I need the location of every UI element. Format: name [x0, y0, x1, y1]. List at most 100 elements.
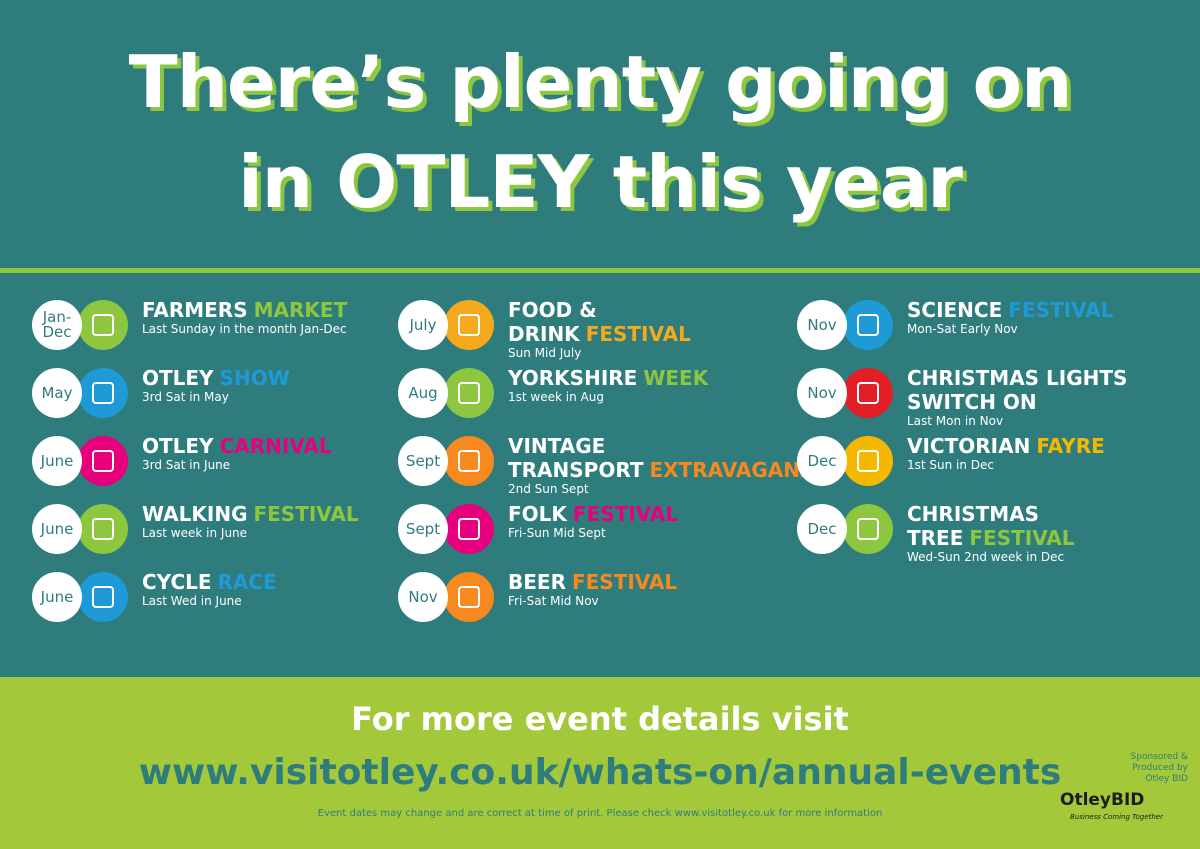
detail: Sun Mid July: [508, 346, 582, 360]
event: July FOOD & DRINK FESTIVAL Sun Mid July: [398, 298, 778, 368]
logo: OtleyBID: [1060, 790, 1145, 810]
name: CHRISTMAS TREE: [907, 502, 1040, 550]
event-text: OTLEY SHOW 3rd Sat in May: [142, 366, 417, 405]
name: YORKSHIRE: [508, 366, 638, 390]
event-icon: [78, 436, 128, 486]
event-name: CYCLE RACE: [142, 570, 417, 594]
note: Event dates may change and are correct a…: [317, 808, 883, 819]
event-icon: [444, 572, 494, 622]
event-icon: [78, 504, 128, 554]
month: June: [32, 504, 82, 554]
accent: RACE: [217, 570, 277, 594]
event-name: SCIENCE FESTIVAL: [907, 298, 1182, 322]
name: SCIENCE: [907, 298, 1003, 322]
name: WALKING: [142, 502, 248, 526]
accent: SHOW: [219, 366, 290, 390]
name: FARMERS: [142, 298, 248, 322]
event-text: SCIENCE FESTIVAL Mon-Sat Early Nov: [907, 298, 1182, 337]
month: Aug: [398, 368, 448, 418]
event: Nov BEER FESTIVAL Fri-Sat Mid Nov: [398, 570, 778, 640]
event: Nov CHRISTMAS LIGHTS SWITCH ON Last Mon in…: [797, 366, 1177, 436]
event: Dec VICTORIAN FAYRE 1st Sun in Dec: [797, 434, 1177, 504]
event-name: FOOD & DRINK FESTIVAL: [508, 298, 783, 346]
event-name: VINTAGE TRANSPORT EXTRAVAGANZA: [508, 434, 830, 482]
tagline: Business Coming Together: [1070, 813, 1163, 821]
accent: FESTIVAL: [572, 502, 679, 526]
event-text: YORKSHIRE WEEK 1st week in Aug: [508, 366, 783, 405]
event: June CYCLE RACE Last Wed in June: [32, 570, 412, 640]
event-icon: [843, 368, 893, 418]
month: June: [32, 572, 82, 622]
name: OTLEY: [142, 366, 214, 390]
event-name: BEER FESTIVAL: [508, 570, 783, 594]
detail: Last week in June: [142, 526, 248, 540]
accent: CARNIVAL: [219, 434, 332, 458]
event-column: Jan-Dec FARMERS MARKET Last Sunday in the m…: [32, 298, 412, 640]
event-name: OTLEY SHOW: [142, 366, 417, 390]
event-icon: [444, 436, 494, 486]
detail: 3rd Sat in May: [142, 390, 229, 404]
event-column: Nov SCIENCE FESTIVAL Mon-Sat Early Nov Nov CH…: [797, 298, 1177, 572]
event-icon: [444, 504, 494, 554]
detail: Wed-Sun 2nd week in Dec: [907, 550, 1065, 564]
accent: FESTIVAL: [969, 526, 1075, 550]
event-text: VICTORIAN FAYRE 1st Sun in Dec: [907, 434, 1182, 473]
name: VICTORIAN: [907, 434, 1031, 458]
event-text: FOLK FESTIVAL Fri-Sun Mid Sept: [508, 502, 783, 541]
event-name: OTLEY CARNIVAL: [142, 434, 417, 458]
event-text: FARMERS MARKET Last Sunday in the month Ja…: [142, 298, 417, 337]
accent: FESTIVAL: [253, 502, 359, 526]
event: Nov SCIENCE FESTIVAL Mon-Sat Early Nov: [797, 298, 1177, 368]
event-icon: [444, 300, 494, 350]
accent: FESTIVAL: [585, 322, 691, 346]
divider: [0, 268, 1200, 273]
event: Jan-Dec FARMERS MARKET Last Sunday in the m…: [32, 298, 412, 368]
event-text: FOOD & DRINK FESTIVAL Sun Mid July: [508, 298, 783, 361]
month: Sept: [398, 504, 448, 554]
name: FOLK: [508, 502, 567, 526]
detail: Last Wed in June: [142, 594, 242, 608]
detail: 1st week in Aug: [508, 390, 604, 404]
sponsor: Sponsored & Produced by Otley BID: [1130, 752, 1188, 784]
month: Dec: [797, 504, 847, 554]
event: Sept VINTAGE TRANSPORT EXTRAVAGANZA 2nd Sun…: [398, 434, 830, 504]
month: Nov: [797, 300, 847, 350]
event-column: July FOOD & DRINK FESTIVAL Sun Mid July Aug Y…: [398, 298, 830, 640]
event-name: CHRISTMAS LIGHTS SWITCH ON: [907, 366, 1182, 414]
accent: FESTIVAL: [1008, 298, 1114, 322]
detail: Mon-Sat Early Nov: [907, 322, 1018, 336]
event-name: WALKING FESTIVAL: [142, 502, 417, 526]
accent: FAYRE: [1036, 434, 1105, 458]
month: Dec: [797, 436, 847, 486]
event-text: CHRISTMAS LIGHTS SWITCH ON Last Mon in No…: [907, 366, 1182, 429]
event-name: CHRISTMAS TREE FESTIVAL: [907, 502, 1182, 550]
month: Jan-Dec: [32, 300, 82, 350]
detail: 3rd Sat in June: [142, 458, 231, 472]
month: Nov: [797, 368, 847, 418]
event-name: FARMERS MARKET: [142, 298, 417, 322]
event: Aug YORKSHIRE WEEK 1st week in Aug: [398, 366, 778, 436]
footer-band: [0, 677, 1200, 849]
detail: 1st Sun in Dec: [907, 458, 995, 472]
detail: Last Mon in Nov: [907, 414, 1004, 428]
event: Sept FOLK FESTIVAL Fri-Sun Mid Sept: [398, 502, 778, 572]
event-icon: [444, 368, 494, 418]
title: in OTLEY this year: [238, 140, 963, 224]
event-icon: [843, 436, 893, 486]
event: Dec CHRISTMAS TREE FESTIVAL Wed-Sun 2nd wee…: [797, 502, 1177, 572]
title: There’s plenty going on: [128, 40, 1073, 124]
event-text: WALKING FESTIVAL Last week in June: [142, 502, 417, 541]
detail: Last Sunday in the month Jan-Dec: [142, 322, 347, 336]
event-name: YORKSHIRE WEEK: [508, 366, 783, 390]
visit-text: For more event details visit: [351, 700, 849, 738]
event: May OTLEY SHOW 3rd Sat in May: [32, 366, 412, 436]
month: June: [32, 436, 82, 486]
name: FOOD & DRINK: [508, 298, 597, 346]
accent: MARKET: [253, 298, 348, 322]
event-icon: [843, 504, 893, 554]
name: CYCLE: [142, 570, 212, 594]
event-text: OTLEY CARNIVAL 3rd Sat in June: [142, 434, 417, 473]
month: July: [398, 300, 448, 350]
event-text: VINTAGE TRANSPORT EXTRAVAGANZA 2nd Sun Sep…: [508, 434, 830, 497]
